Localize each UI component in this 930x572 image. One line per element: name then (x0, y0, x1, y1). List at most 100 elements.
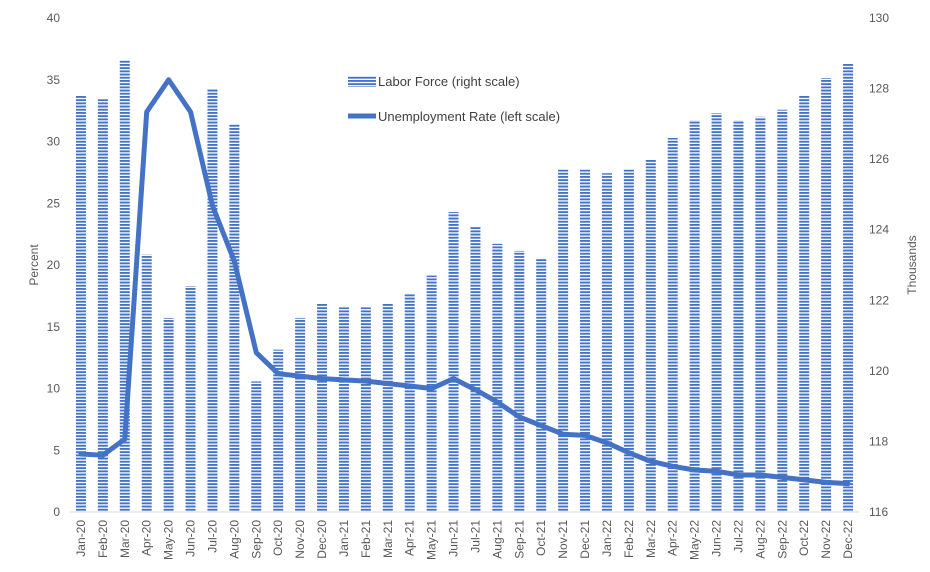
labor-force-bar (843, 63, 854, 512)
labor-force-bar (689, 120, 700, 512)
x-tick-label: Mar-22 (644, 520, 658, 558)
x-tick-label: Oct-21 (534, 520, 548, 556)
labor-force-bar (317, 303, 328, 512)
labor-force-bar (251, 381, 262, 512)
labor-force-bar (580, 169, 591, 512)
labor-force-bar (536, 257, 547, 512)
x-tick-label: May-20 (162, 520, 176, 560)
unemployment-line-layer (78, 77, 851, 487)
right-tick-label: 120 (869, 364, 889, 378)
labor-force-bar (558, 169, 569, 512)
x-tick-label: Feb-21 (359, 520, 373, 558)
x-tick-label: Nov-22 (819, 520, 833, 559)
x-tick-label: Jun-21 (447, 520, 461, 557)
x-tick-label: Aug-22 (753, 520, 767, 559)
x-tick-label: Sep-20 (249, 520, 263, 559)
right-tick-label: 116 (869, 505, 888, 519)
labor-force-bar (601, 173, 612, 512)
right-axis: 116 118 120 122 124 126 128 130 Thousands (869, 11, 919, 519)
labor-force-bar (360, 307, 371, 512)
x-tick-label: Sep-21 (512, 520, 526, 559)
x-tick-label: Jan-21 (337, 520, 351, 557)
x-tick-label: Oct-22 (797, 520, 811, 556)
right-axis-title: Thousands (905, 235, 919, 294)
x-tick-label: May-21 (425, 520, 439, 560)
labor-force-bar (667, 137, 678, 512)
x-tick-label: Jul-21 (468, 520, 482, 553)
legend-swatch-labor-force (348, 76, 376, 87)
x-tick-label: Aug-21 (490, 520, 504, 559)
legend-label-unemployment: Unemployment Rate (left scale) (378, 109, 560, 124)
x-axis: Jan-20 Feb-20 Mar-20 Apr-20 May-20 Jun-20 Jul-… (74, 520, 855, 560)
left-tick-label: 10 (47, 382, 61, 396)
legend-label-labor-force: Labor Force (right scale) (378, 74, 520, 89)
x-tick-label: Mar-20 (118, 520, 132, 558)
labor-force-bar (711, 113, 722, 513)
legend: Labor Force (right scale) Unemployment Ra… (348, 74, 560, 124)
labor-force-bar (514, 250, 525, 512)
x-tick-label: Dec-21 (578, 520, 592, 559)
unemployment-rate-line (78, 77, 851, 487)
x-tick-label: Jan-20 (74, 520, 88, 557)
labor-force-bar (119, 60, 130, 512)
labor-force-bar (185, 286, 196, 512)
labor-force-bar (492, 243, 503, 513)
labor-force-bar (470, 226, 481, 512)
x-tick-label: Jul-20 (205, 520, 219, 553)
labor-force-bar (229, 123, 240, 512)
labor-force-bar (273, 349, 284, 512)
x-tick-label: Dec-20 (315, 520, 329, 559)
left-tick-label: 0 (53, 505, 60, 519)
left-tick-label: 25 (47, 196, 61, 210)
right-tick-label: 122 (869, 293, 889, 307)
x-tick-label: Sep-22 (775, 520, 789, 559)
right-tick-label: 124 (869, 223, 889, 237)
x-tick-label: Jul-22 (731, 520, 745, 553)
labor-force-bar (163, 317, 174, 512)
labor-force-bar (623, 169, 634, 512)
labor-force-bar (295, 317, 306, 512)
left-tick-label: 35 (47, 73, 61, 87)
x-tick-label: Jun-22 (710, 520, 724, 557)
labor-force-bar (448, 212, 459, 513)
left-tick-label: 15 (47, 320, 61, 334)
x-tick-label: Dec-22 (841, 520, 855, 559)
labor-force-bar (755, 116, 766, 513)
x-tick-label: Apr-21 (403, 520, 417, 556)
right-tick-label: 128 (869, 82, 889, 96)
right-tick-label: 126 (869, 152, 889, 166)
x-tick-label: Apr-22 (666, 520, 680, 556)
x-tick-label: May-22 (688, 520, 702, 560)
labor-force-bar (426, 275, 437, 512)
x-tick-label: Nov-20 (293, 520, 307, 559)
labor-force-bar (799, 95, 810, 512)
x-tick-label: Feb-20 (96, 520, 110, 558)
labor-force-bar (821, 77, 832, 512)
labor-force-bar (733, 120, 744, 512)
x-tick-label: Oct-20 (271, 520, 285, 556)
right-tick-label: 130 (869, 11, 889, 25)
labor-force-bar (338, 307, 349, 512)
right-tick-label: 118 (869, 434, 888, 448)
labor-force-bars (75, 60, 854, 513)
labor-force-bar (141, 254, 152, 512)
labor-force-bar (75, 95, 86, 512)
x-tick-label: Nov-21 (556, 520, 570, 559)
labor-force-bar (645, 159, 656, 512)
left-tick-label: 30 (47, 135, 61, 149)
labor-force-bar (382, 303, 393, 512)
labor-force-bar (207, 88, 218, 513)
x-tick-label: Jun-20 (184, 520, 198, 557)
labor-force-bar (97, 99, 108, 513)
labor-force-bar (404, 293, 415, 512)
x-tick-label: Jan-22 (600, 520, 614, 557)
x-tick-label: Apr-20 (140, 520, 154, 556)
left-axis: 0 5 10 15 20 25 30 35 40 Percent (27, 11, 60, 519)
left-axis-title: Percent (27, 244, 41, 286)
x-tick-label: Mar-21 (381, 520, 395, 558)
left-tick-label: 20 (47, 258, 61, 272)
labor-force-bar (777, 109, 788, 512)
left-tick-label: 5 (53, 443, 60, 457)
